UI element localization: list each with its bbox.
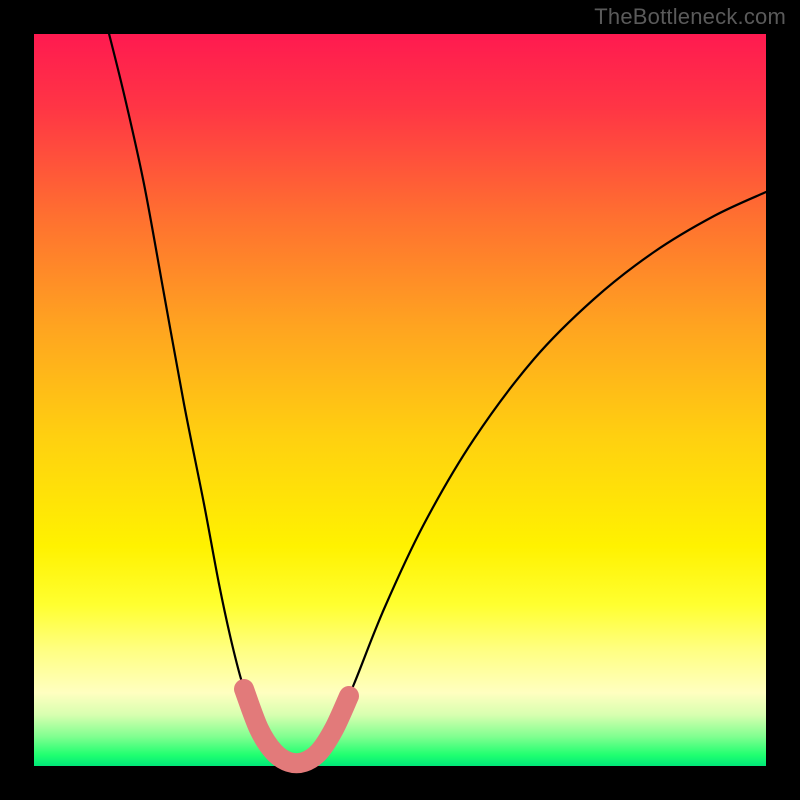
v-curve [104,14,766,763]
curve-svg [34,34,766,766]
watermark-text: TheBottleneck.com [594,4,786,30]
plot-area [34,34,766,766]
highlight-segment [244,689,349,763]
